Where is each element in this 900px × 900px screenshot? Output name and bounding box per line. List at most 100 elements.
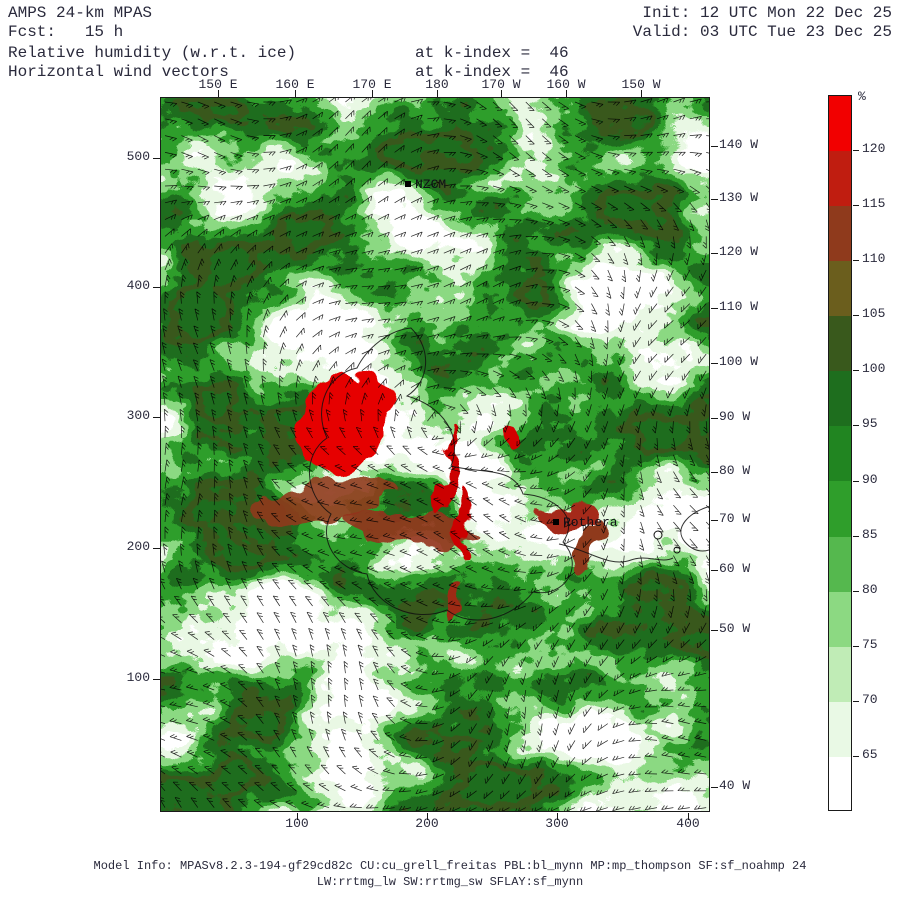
right-edge-tick <box>711 253 718 254</box>
longitude-label: 90 W <box>719 409 751 424</box>
right-edge-tick <box>711 199 718 200</box>
longitude-label: 50 W <box>719 621 751 636</box>
x-axis-top-tick <box>295 90 296 97</box>
field-name-line2: Horizontal wind vectors <box>8 63 229 81</box>
y-axis-left-label: 400 <box>126 278 150 293</box>
y-axis-left-tick <box>153 158 160 159</box>
x-axis-bottom-label: 200 <box>415 816 439 831</box>
colorbar-tick-label: 105 <box>862 306 886 322</box>
colorbar-tick-label: 75 <box>862 636 878 652</box>
y-axis-left-label: 300 <box>126 408 150 423</box>
x-axis-bottom-label: 300 <box>545 816 569 831</box>
longitude-label: 60 W <box>719 561 751 576</box>
colorbar-segment <box>829 536 851 592</box>
colorbar-tick-label: 80 <box>862 581 878 597</box>
colorbar-segment <box>829 426 851 482</box>
colorbar-segment <box>829 96 851 152</box>
y-axis-left-tick <box>153 548 160 549</box>
y-axis-left-label: 500 <box>126 149 150 164</box>
island-outline <box>653 530 663 540</box>
station-label: NZCM <box>415 177 446 192</box>
x-axis-top-label: 150 W <box>621 77 661 92</box>
x-axis-top-label: 160 W <box>546 77 586 92</box>
x-axis-bottom-tick <box>688 813 689 820</box>
colorbar-segment <box>829 591 851 647</box>
colorbar-tick-label: 65 <box>862 746 878 762</box>
longitude-label: 70 W <box>719 511 751 526</box>
colorbar-tick-label: 100 <box>862 361 886 377</box>
x-axis-top-tick <box>218 90 219 97</box>
x-axis-top-tick <box>566 90 567 97</box>
colorbar-segment <box>829 756 851 810</box>
colorbar-tick <box>853 700 859 702</box>
colorbar-strip <box>828 95 852 811</box>
antarctica-coastline <box>309 327 573 621</box>
peninsula-coastline <box>558 543 674 563</box>
right-edge-tick <box>711 787 718 788</box>
x-axis-top-tick <box>437 90 438 97</box>
colorbar-segment <box>829 701 851 757</box>
x-axis-top-tick <box>501 90 502 97</box>
colorbar-segment <box>829 481 851 537</box>
x-axis-top-label: 180 <box>425 77 449 92</box>
colorbar-tick <box>853 590 859 592</box>
right-edge-tick <box>711 308 718 309</box>
y-axis-left-tick <box>153 417 160 418</box>
right-edge-tick <box>711 630 718 631</box>
right-edge-tick <box>711 418 718 419</box>
valid-time: Valid: 03 UTC Tue 23 Dec 25 <box>632 23 892 41</box>
colorbar-tick-label: 110 <box>862 251 886 267</box>
colorbar-tick <box>853 535 859 537</box>
right-edge-tick <box>711 520 718 521</box>
colorbar-segment <box>829 206 851 262</box>
longitude-label: 80 W <box>719 463 751 478</box>
station-markers: NZCM Rothera <box>405 177 618 530</box>
colorbar-tick <box>853 370 859 372</box>
longitude-label: 110 W <box>719 299 759 314</box>
y-axis-left-tick <box>153 287 160 288</box>
colorbar-tick <box>853 150 859 152</box>
longitude-label: 140 W <box>719 137 759 152</box>
level-line2: at k-index = 46 <box>415 63 569 81</box>
station-label: Rothera <box>563 515 618 530</box>
x-axis-bottom-tick <box>557 813 558 820</box>
forecast-hour: Fcst: 15 h <box>8 23 124 41</box>
colorbar-tick-label: 95 <box>862 416 878 432</box>
y-axis-left-label: 100 <box>126 670 150 685</box>
model-title: AMPS 24-km MPAS <box>8 4 153 22</box>
x-axis-bottom-label: 400 <box>676 816 700 831</box>
right-edge-tick <box>711 570 718 571</box>
longitude-label: 40 W <box>719 778 751 793</box>
x-axis-bottom-tick <box>427 813 428 820</box>
field-name-line1: Relative humidity (w.r.t. ice) <box>8 44 297 62</box>
map-plot-area: NZCM Rothera <box>160 97 710 812</box>
colorbar-tick-label: 120 <box>862 141 886 157</box>
init-time: Init: 12 UTC Mon 22 Dec 25 <box>642 4 892 22</box>
station-marker <box>405 181 411 187</box>
colorbar-tick <box>853 260 859 262</box>
model-info-line1: Model Info: MPASv8.2.3-194-gf29cd82c CU:… <box>93 859 807 873</box>
colorbar-tick-label: 70 <box>862 691 878 707</box>
x-axis-top-label: 150 E <box>198 77 238 92</box>
right-edge-tick <box>711 146 718 147</box>
x-axis-top-tick <box>641 90 642 97</box>
colorbar-tick <box>853 425 859 427</box>
colorbar-segment <box>829 646 851 702</box>
colorbar-tick-label: 90 <box>862 471 878 487</box>
colorbar-segment <box>829 316 851 372</box>
y-axis-left-label: 200 <box>126 539 150 554</box>
x-axis-top-label: 170 W <box>481 77 521 92</box>
colorbar-tick <box>853 315 859 317</box>
station-marker <box>553 519 559 525</box>
x-axis-bottom-label: 100 <box>285 816 309 831</box>
colorbar-tick-label: 85 <box>862 526 878 542</box>
island-outline <box>673 546 681 554</box>
x-axis-top-label: 170 E <box>352 77 392 92</box>
x-axis-bottom-tick <box>297 813 298 820</box>
colorbar-tick <box>853 645 859 647</box>
model-info-line2: LW:rrtmg_lw SW:rrtmg_sw SFLAY:sf_mynn <box>316 875 584 889</box>
longitude-label: 100 W <box>719 354 759 369</box>
x-axis-top-label: 160 E <box>275 77 315 92</box>
x-axis-top-tick <box>372 90 373 97</box>
